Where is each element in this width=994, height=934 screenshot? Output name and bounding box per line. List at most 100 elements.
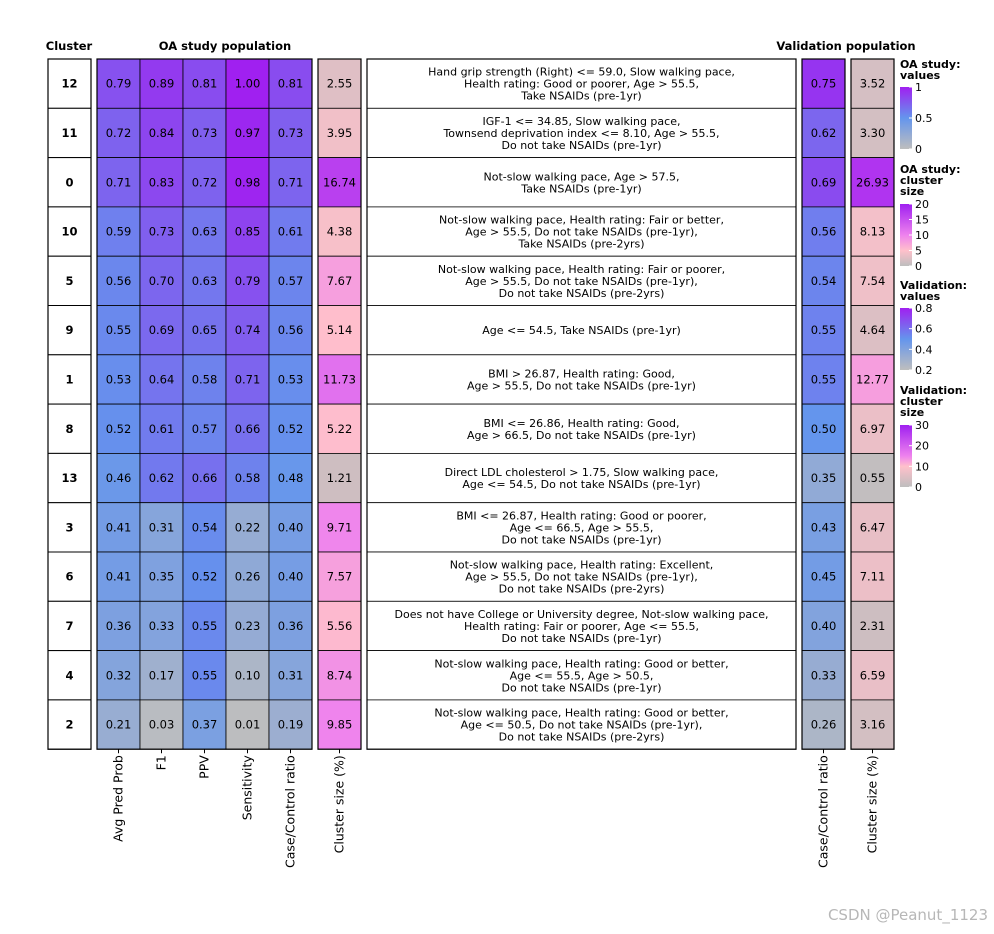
oa-size-cell — [317, 403, 362, 454]
legend-title: cluster — [900, 174, 943, 187]
validation-ratio-value: 0.43 — [811, 520, 837, 534]
legend-title: values — [900, 290, 941, 303]
description-cell — [366, 107, 797, 159]
description-cell — [366, 305, 797, 356]
oa-metric-cell — [225, 403, 270, 454]
oa-metric-value: 0.63 — [192, 274, 218, 288]
oa-metric-cell — [268, 255, 313, 306]
description-line: Age <= 66.5, Age > 55.5, — [510, 521, 654, 534]
cluster-id: 12 — [61, 77, 77, 91]
legend-tick-label: 10 — [915, 460, 929, 473]
oa-metric-value: 0.58 — [235, 471, 261, 485]
oa-metric-value: 0.17 — [149, 668, 175, 682]
cluster-cell — [47, 305, 92, 356]
oa-metric-cell — [268, 699, 313, 750]
oa-metric-cell — [96, 58, 141, 109]
oa-metric-value: 0.31 — [278, 668, 304, 682]
oa-metric-cell — [182, 600, 227, 651]
oa-metric-cell — [139, 650, 184, 701]
oa-metric-cell — [96, 600, 141, 651]
validation-size-cell — [850, 650, 895, 701]
oa-metric-cell — [182, 403, 227, 454]
description-line: Take NSAIDs (pre-1yr) — [520, 182, 641, 195]
oa-size-value: 5.14 — [327, 323, 353, 337]
oa-size-value: 3.95 — [327, 126, 353, 140]
oa-metric-cell — [268, 305, 313, 356]
oa-metric-cell — [225, 157, 270, 208]
oa-metric-value: 0.55 — [192, 619, 218, 633]
oa-metric-value: 0.54 — [192, 520, 218, 534]
cluster-id: 13 — [61, 471, 77, 485]
oa-metric-value: 0.41 — [106, 520, 132, 534]
cluster-id: 0 — [65, 175, 73, 189]
oa-size-value: 8.74 — [327, 668, 353, 682]
validation-size-value: 0.55 — [860, 471, 886, 485]
column-label: F1 — [154, 755, 169, 770]
oa-size-value: 16.74 — [323, 175, 356, 189]
oa-metric-cell — [182, 107, 227, 159]
oa-metric-cell — [96, 305, 141, 356]
description-line: Not-slow walking pace, Age > 57.5, — [484, 170, 680, 183]
oa-metric-cell — [139, 551, 184, 602]
column-label: Avg Pred Prob — [111, 755, 126, 842]
oa-metric-value: 0.33 — [149, 619, 175, 633]
description-line: Age > 55.5, Do not take NSAIDs (pre-1yr)… — [465, 571, 697, 584]
oa-metric-cell — [96, 107, 141, 159]
oa-metric-cell — [268, 206, 313, 257]
oa-metric-value: 0.56 — [278, 323, 304, 337]
oa-metric-cell — [139, 600, 184, 651]
oa-metric-value: 0.98 — [235, 175, 261, 189]
validation-size-value: 8.13 — [860, 225, 886, 239]
legend-tick-label: 0.5 — [915, 112, 933, 125]
oa-metric-cell — [268, 600, 313, 651]
validation-ratio-value: 0.55 — [811, 323, 837, 337]
oa-metric-value: 0.71 — [278, 175, 304, 189]
oa-metric-cell — [182, 502, 227, 553]
description-line: Age > 55.5, Do not take NSAIDs (pre-1yr)… — [465, 226, 697, 239]
description-line: BMI <= 26.86, Health rating: Good, — [483, 417, 679, 430]
oa-metric-value: 0.97 — [235, 126, 261, 140]
oa-metric-value: 0.66 — [235, 422, 261, 436]
oa-size-value: 7.67 — [327, 274, 353, 288]
oa-metric-value: 0.23 — [235, 619, 261, 633]
validation-ratio-cell — [801, 206, 846, 257]
description-line: Not-slow walking pace, Health rating: Fa… — [438, 263, 725, 276]
oa-metric-value: 0.62 — [149, 471, 175, 485]
description-line: Direct LDL cholesterol > 1.75, Slow walk… — [445, 466, 719, 479]
oa-metric-value: 0.65 — [192, 323, 218, 337]
legend-tick-label: 15 — [915, 214, 929, 227]
validation-ratio-cell — [801, 650, 846, 701]
oa-metric-value: 0.72 — [106, 126, 132, 140]
legend-tick-label: 10 — [915, 229, 929, 242]
legend-tick-label: 0.2 — [915, 364, 933, 377]
validation-size-value: 7.54 — [860, 274, 886, 288]
description-line: IGF-1 <= 34.85, Slow walking pace, — [483, 115, 681, 128]
oa-size-value: 9.85 — [327, 718, 353, 732]
legend-tick-label: 0.6 — [915, 323, 933, 336]
description-line: Age <= 54.5, Take NSAIDs (pre-1yr) — [482, 324, 681, 337]
description-cell — [366, 403, 797, 454]
oa-metric-value: 0.70 — [149, 274, 175, 288]
cluster-id: 10 — [61, 225, 77, 239]
oa-metric-cell — [96, 255, 141, 306]
oa-metric-value: 0.53 — [278, 372, 304, 386]
oa-metric-value: 0.52 — [192, 570, 218, 584]
oa-size-value: 9.71 — [327, 520, 353, 534]
oa-size-value: 2.55 — [327, 77, 353, 91]
oa-metric-value: 0.46 — [106, 471, 132, 485]
oa-metric-value: 0.59 — [106, 225, 132, 239]
cluster-id: 4 — [65, 668, 73, 682]
cluster-cell — [47, 354, 92, 405]
column-label: Cluster size (%) — [332, 755, 347, 853]
oa-metric-value: 0.57 — [192, 422, 218, 436]
oa-metric-value: 0.73 — [278, 126, 304, 140]
validation-ratio-cell — [801, 403, 846, 454]
oa-metric-cell — [96, 354, 141, 405]
oa-metric-value: 0.56 — [106, 274, 132, 288]
description-line: Not-slow walking pace, Health rating: Go… — [434, 657, 728, 670]
oa-metric-value: 0.81 — [192, 77, 218, 91]
validation-ratio-value: 0.35 — [811, 471, 837, 485]
validation-size-cell — [850, 699, 895, 750]
